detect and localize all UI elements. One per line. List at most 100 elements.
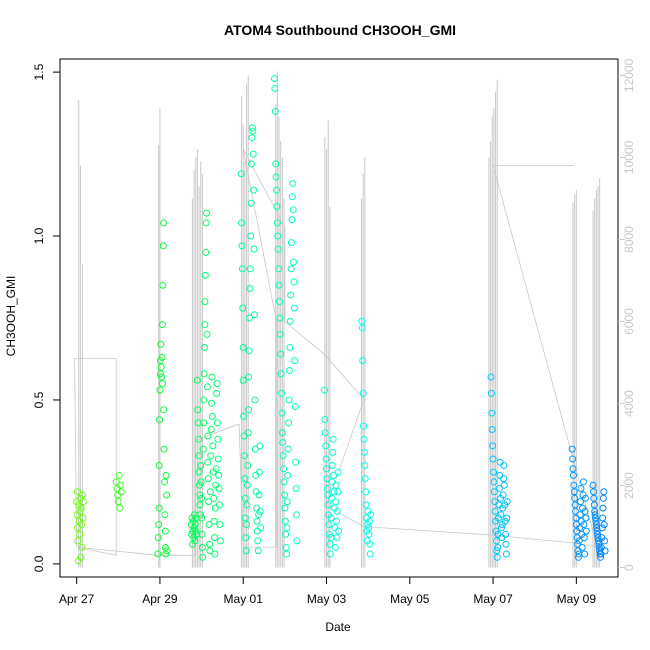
data-point: [495, 484, 503, 492]
data-point: [77, 553, 85, 561]
data-point: [490, 478, 498, 486]
data-point: [283, 524, 291, 532]
data-point: [276, 330, 284, 338]
data-point: [160, 219, 168, 227]
data-point: [247, 199, 255, 207]
data-point: [201, 321, 209, 329]
data-point: [204, 432, 212, 440]
data-point: [155, 462, 163, 470]
data-point: [594, 534, 602, 542]
data-point: [488, 425, 496, 433]
data-point: [245, 314, 253, 322]
data-point: [154, 550, 162, 558]
data-point: [157, 363, 165, 371]
data-point: [592, 514, 600, 522]
data-point: [499, 475, 507, 483]
data-point: [591, 507, 599, 515]
data-point: [359, 389, 367, 397]
data-point: [285, 419, 293, 427]
data-point: [246, 265, 254, 273]
data-point: [78, 521, 86, 529]
chart-title: ATOM4 Southbound CH3OOH_GMI: [224, 22, 456, 38]
data-point: [243, 481, 251, 489]
data-point: [254, 547, 262, 555]
data-point: [330, 471, 338, 479]
data-point: [320, 386, 328, 394]
data-point: [79, 514, 87, 522]
data-point: [203, 383, 211, 391]
data-point: [248, 124, 256, 132]
data-point: [570, 488, 578, 496]
data-point: [196, 511, 204, 519]
x-tick-label: Apr 29: [142, 592, 178, 606]
data-point: [246, 284, 254, 292]
y-tick-label: 1.5: [32, 63, 46, 80]
data-point: [160, 445, 168, 453]
y2-tick-label: 6000: [622, 308, 636, 335]
data-point: [78, 543, 86, 551]
data-point: [366, 550, 374, 558]
data-point: [333, 517, 341, 525]
data-point: [489, 455, 497, 463]
data-point: [590, 494, 598, 502]
data-point: [240, 452, 248, 460]
data-point: [210, 534, 218, 542]
data-point: [204, 475, 212, 483]
data-point: [211, 550, 219, 558]
data-point: [359, 357, 367, 365]
y2-tick-label: 4000: [622, 390, 636, 417]
data-point: [326, 540, 334, 548]
data-point: [242, 534, 250, 542]
data-point: [163, 491, 171, 499]
data-point: [273, 186, 281, 194]
data-point: [156, 370, 164, 378]
data-point: [239, 344, 247, 352]
data-point: [500, 462, 508, 470]
data-point: [364, 521, 372, 529]
data-point: [251, 445, 259, 453]
data-point: [241, 514, 249, 522]
data-point: [328, 462, 336, 470]
data-point: [329, 435, 337, 443]
data-point: [76, 530, 84, 538]
data-point: [491, 507, 499, 515]
data-point: [270, 75, 278, 83]
data-point: [199, 445, 207, 453]
data-point: [589, 488, 597, 496]
data-point: [154, 534, 162, 542]
data-point: [250, 186, 258, 194]
data-point: [581, 507, 589, 515]
data-point: [575, 537, 583, 545]
data-point: [197, 462, 205, 470]
data-point: [281, 504, 289, 512]
data-point: [239, 376, 247, 384]
data-point: [577, 498, 585, 506]
y2-tick-label: 0: [622, 564, 636, 571]
data-point: [159, 242, 167, 250]
y-tick-label: 0.0: [32, 555, 46, 572]
points-layer: [73, 75, 609, 565]
data-point: [115, 471, 123, 479]
data-point: [332, 481, 340, 489]
data-point: [271, 107, 279, 115]
data-point: [494, 543, 502, 551]
data-point: [194, 406, 202, 414]
data-point: [580, 534, 588, 542]
data-point: [198, 530, 206, 538]
data-point: [288, 216, 296, 224]
data-point: [571, 494, 579, 502]
data-point: [200, 370, 208, 378]
data-point: [290, 258, 298, 266]
data-point: [79, 498, 87, 506]
y2-tick-label: 10000: [622, 140, 636, 174]
y-tick-label: 1.0: [32, 227, 46, 244]
data-point: [323, 484, 331, 492]
data-point: [288, 193, 296, 201]
data-point: [275, 265, 283, 273]
data-point: [238, 219, 246, 227]
data-point: [215, 501, 223, 509]
data-point: [361, 462, 369, 470]
data-point: [117, 488, 125, 496]
data-point: [331, 543, 339, 551]
data-point: [240, 412, 248, 420]
